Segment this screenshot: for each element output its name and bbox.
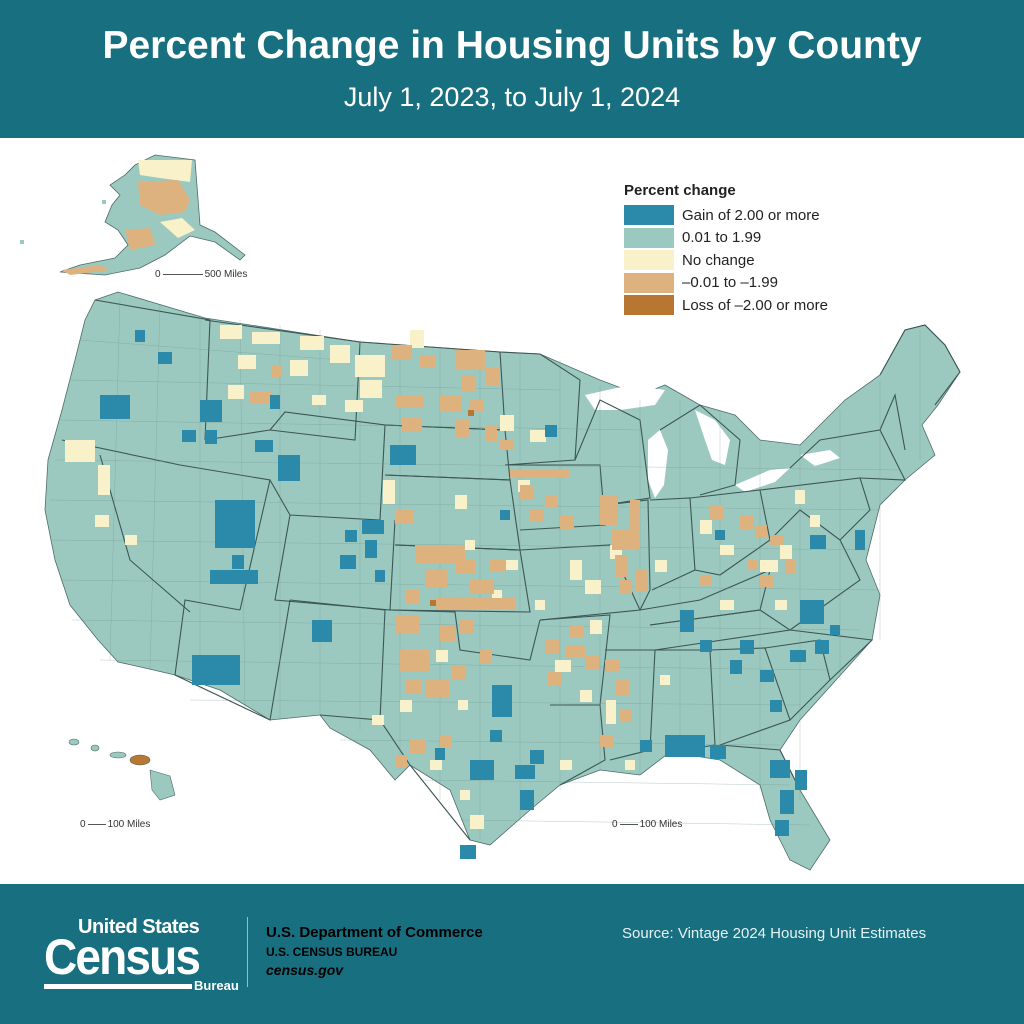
footer-divider [247, 917, 248, 987]
county-map [20, 154, 961, 871]
legend-item: No change [624, 249, 828, 272]
legend-label: 0.01 to 1.99 [682, 229, 762, 247]
state-boundaries [61, 299, 961, 841]
alaska-scale-line [162, 273, 203, 275]
logo-census: Census [44, 929, 201, 985]
conus-scale-label: 100 Miles [639, 819, 683, 830]
map-area: 0 500 Miles 0 100 Miles 0 100 Miles [0, 138, 1024, 884]
legend-label: Gain of 2.00 or more [682, 206, 820, 224]
map-subtitle: July 1, 2023, to July 1, 2024 [343, 82, 681, 112]
header-banner: Percent Change in Housing Units by Count… [0, 0, 1024, 138]
legend-swatch-no-change [624, 250, 674, 271]
alaska-scale-zero: 0 [155, 269, 161, 280]
conus-landmass [44, 291, 961, 871]
legend-label: No change [682, 251, 755, 269]
alaska-inset [20, 154, 246, 276]
legend-swatch-small-gain [624, 227, 674, 248]
legend-label: Loss of –2.00 or more [682, 296, 828, 314]
bureau-name: U.S. CENSUS BUREAU [266, 945, 398, 959]
legend-item: Gain of 2.00 or more [624, 204, 828, 227]
department-block: U.S. Department of Commerce U.S. CENSUS … [266, 924, 483, 978]
small-loss-counties [250, 345, 795, 767]
no-change-counties [65, 325, 820, 829]
hawaii-scale-bar: 0 100 Miles [80, 819, 150, 830]
lake-erie [735, 468, 790, 492]
legend-swatch-loss [624, 295, 674, 316]
hawaii-scale-zero: 0 [80, 819, 86, 830]
legend-label: –0.01 to –1.99 [682, 274, 778, 292]
legend-title: Percent change [624, 182, 736, 199]
hawaii-inset [68, 738, 176, 801]
logo-underline [44, 984, 192, 989]
lake-huron [695, 410, 730, 465]
legend-swatch-small-loss [624, 272, 674, 293]
legend-item: –0.01 to –1.99 [624, 272, 828, 295]
lake-ontario [800, 450, 840, 466]
gain-counties [100, 330, 865, 859]
logo-united-states: United States [78, 916, 200, 938]
legend-item: Loss of –2.00 or more [624, 294, 828, 317]
hawaii-scale-line [87, 823, 106, 825]
alaska-scale-bar: 0 500 Miles [155, 269, 247, 280]
lake-michigan [648, 430, 668, 498]
conus-scale-line [619, 823, 638, 825]
lake-superior [585, 385, 665, 410]
source-note: Source: Vintage 2024 Housing Unit Estima… [622, 925, 927, 942]
loss-counties [430, 410, 474, 606]
conus-scale-bar: 0 100 Miles [612, 819, 682, 830]
conus-scale-zero: 0 [612, 819, 618, 830]
logo-bureau: Bureau [194, 978, 239, 993]
website-link[interactable]: census.gov [266, 962, 344, 978]
legend-swatch-gain [624, 205, 674, 226]
department-name: U.S. Department of Commerce [266, 924, 483, 941]
census-logo[interactable]: United States Census Bureau [44, 916, 239, 993]
map-title: Percent Change in Housing Units by Count… [102, 24, 922, 67]
legend: Percent change Gain of 2.00 or more 0.01… [624, 182, 828, 317]
alaska-scale-label: 500 Miles [204, 269, 248, 280]
legend-item: 0.01 to 1.99 [624, 227, 828, 250]
footer-banner [0, 884, 1024, 1024]
hawaii-scale-label: 100 Miles [107, 819, 151, 830]
